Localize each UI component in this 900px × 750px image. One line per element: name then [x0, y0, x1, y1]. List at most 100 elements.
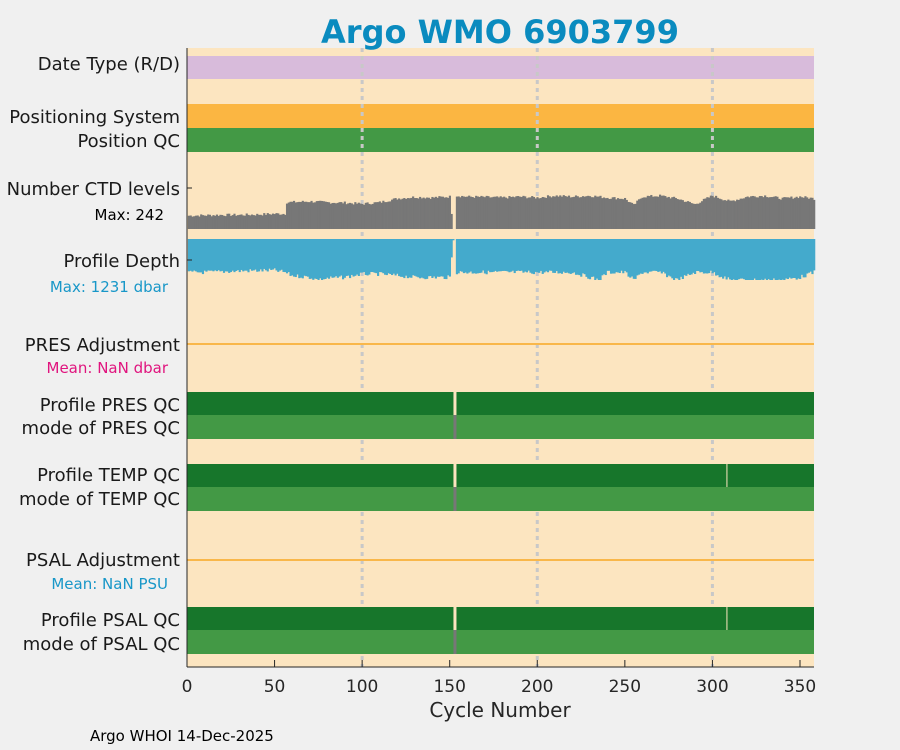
ctd-bar	[564, 196, 567, 229]
mode-pres-qc-bar	[187, 415, 814, 439]
ctd-bar	[194, 215, 198, 229]
ctd-bar	[317, 200, 320, 229]
ctd-bar	[310, 200, 313, 229]
ctd-bar	[285, 203, 289, 229]
ctd-bar	[496, 196, 499, 229]
ctd-bar	[722, 200, 725, 229]
ctd-bar	[666, 197, 669, 229]
ctd-bar	[387, 201, 390, 229]
depth-bar	[419, 239, 422, 279]
depth-bar	[692, 239, 695, 273]
ctd-bar	[215, 214, 219, 229]
ctd-bar	[341, 203, 345, 229]
ctd-bar	[380, 202, 383, 229]
depth-bar	[729, 239, 732, 280]
ctd-bar	[560, 196, 564, 229]
depth-bar	[625, 239, 628, 273]
ctd-bar	[611, 197, 614, 229]
ctd-bar	[245, 213, 248, 229]
depth-bar	[594, 239, 597, 280]
depth-bar	[187, 239, 191, 272]
ctd-bar	[249, 215, 252, 229]
depth-bar	[557, 239, 560, 274]
ctd-bar	[370, 204, 373, 229]
depth-bar	[543, 239, 546, 273]
depth-bar	[578, 239, 581, 276]
ctd-bar	[406, 198, 409, 229]
ctd-bar	[534, 198, 537, 229]
ctd-bar	[751, 195, 754, 229]
depth-bar	[401, 239, 404, 277]
ctd-bar	[781, 197, 784, 229]
ctd-bar	[201, 215, 205, 229]
ctd-bar	[368, 203, 371, 229]
ctd-bar	[483, 197, 487, 229]
depth-bar	[615, 239, 618, 273]
ctd-bar	[389, 201, 392, 229]
ctd-bar	[524, 196, 527, 229]
ctd-bar	[221, 214, 224, 229]
depth-bar	[786, 239, 790, 279]
depth-bar	[657, 239, 660, 272]
depth-bar	[611, 239, 614, 274]
ctd-bar	[623, 197, 627, 229]
depth-bar	[341, 239, 345, 280]
ctd-bar	[676, 199, 679, 229]
ctd-bar	[643, 197, 646, 229]
ctd-bar	[701, 201, 704, 229]
depth-bar	[193, 239, 196, 271]
ctd-bar	[299, 201, 303, 229]
ctd-bar	[375, 202, 378, 229]
ctd-bar	[294, 202, 297, 229]
depth-bar	[501, 239, 504, 271]
ctd-bar	[371, 203, 374, 229]
depth-bar	[413, 239, 416, 276]
qc-mode-gap-mark-2	[453, 630, 457, 654]
depth-bar	[327, 239, 331, 279]
ctd-bar	[291, 201, 294, 229]
ctd-bar	[429, 198, 432, 229]
depth-bar	[545, 239, 548, 272]
ctd-bar	[415, 198, 418, 229]
ctd-bar	[585, 196, 588, 229]
ctd-bar	[762, 197, 765, 229]
depth-bar	[222, 239, 226, 273]
depth-bar	[711, 239, 714, 274]
depth-bar	[587, 239, 590, 279]
depth-bar	[592, 239, 595, 277]
depth-bar	[464, 239, 467, 273]
depth-bar	[198, 239, 201, 273]
mode-psal-qc-bar	[187, 630, 814, 654]
row-label-date-type-r-d: Date Type (R/D)	[38, 54, 180, 75]
ctd-bar	[715, 195, 718, 229]
ctd-bar	[730, 200, 733, 229]
ctd-bar	[280, 214, 283, 229]
ctd-bar	[576, 196, 579, 229]
depth-bar	[776, 239, 779, 280]
row-sublabel-psal-adjustment: Mean: NaN PSU	[51, 575, 168, 593]
depth-bar	[571, 239, 574, 274]
ctd-bar	[720, 199, 723, 229]
depth-bar	[725, 239, 728, 280]
ctd-bar	[557, 196, 560, 229]
depth-bar	[441, 239, 444, 277]
row-sublabel-profile-depth: Max: 1231 dbar	[50, 278, 169, 296]
chart-title: Argo WMO 6903799	[321, 13, 679, 51]
row-label-mode-of-temp-qc: mode of TEMP QC	[19, 489, 180, 510]
depth-bar	[709, 239, 712, 271]
ctd-bar	[231, 215, 234, 229]
depth-bar	[548, 239, 551, 271]
ctd-bar	[243, 215, 247, 229]
depth-bar	[685, 239, 688, 276]
ctd-bar	[793, 197, 797, 229]
x-tick-label-300: 300	[696, 677, 728, 697]
ctd-bar	[433, 197, 436, 229]
ctd-bar	[476, 196, 480, 229]
ctd-bar	[401, 198, 404, 229]
depth-bar	[217, 239, 220, 271]
ctd-bar	[632, 204, 635, 229]
depth-bar	[312, 239, 315, 280]
depth-bar	[243, 239, 247, 271]
depth-bar	[231, 239, 234, 271]
depth-bar	[595, 239, 599, 279]
